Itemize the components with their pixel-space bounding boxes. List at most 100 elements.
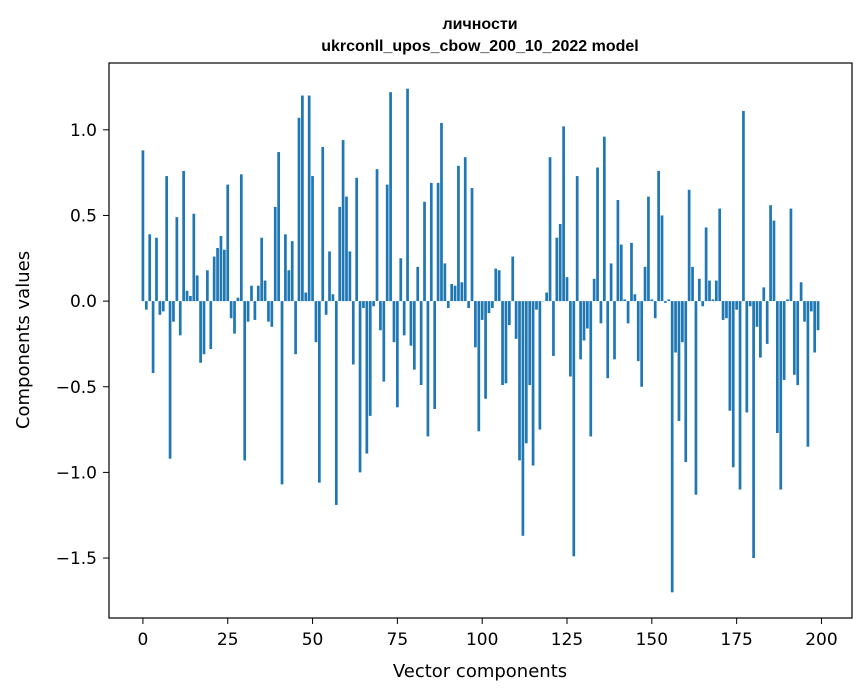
bar-171 — [721, 301, 725, 320]
bar-95 — [463, 157, 467, 302]
bar-13 — [185, 290, 189, 302]
bar-99 — [477, 301, 481, 432]
bar-64 — [358, 301, 362, 473]
y-tick-label: 0.0 — [70, 292, 97, 312]
bar-77 — [402, 301, 406, 336]
bar-58 — [338, 206, 342, 302]
bar-23 — [219, 236, 223, 302]
bar-127 — [572, 301, 576, 557]
bar-10 — [175, 217, 179, 302]
chart-subtitle: ukrconll_upos_cbow_200_10_2022 model — [321, 38, 638, 55]
bar-185 — [769, 205, 772, 302]
bar-115 — [531, 301, 535, 466]
bar-26 — [229, 301, 233, 319]
bar-39 — [273, 206, 277, 302]
bar-136 — [602, 136, 606, 302]
bar-164 — [697, 278, 701, 302]
bar-135 — [599, 301, 603, 324]
bar-192 — [792, 301, 796, 375]
bar-56 — [331, 294, 335, 302]
bar-152 — [657, 170, 660, 302]
bar-161 — [687, 189, 691, 302]
bar-43 — [287, 270, 291, 302]
x-tick-label: 175 — [720, 630, 752, 650]
bar-72 — [385, 184, 389, 302]
bar-155 — [667, 299, 671, 302]
bar-147 — [640, 301, 644, 387]
bar-159 — [681, 301, 684, 343]
bar-199 — [816, 301, 820, 331]
bar-22 — [216, 248, 219, 302]
bar-65 — [362, 301, 365, 308]
bar-51 — [314, 301, 318, 343]
bar-180 — [752, 301, 755, 559]
bar-24 — [222, 249, 226, 302]
bar-146 — [636, 301, 640, 362]
bar-144 — [630, 242, 633, 302]
bar-5 — [158, 301, 162, 315]
bar-41 — [280, 301, 284, 485]
x-tick-label: 125 — [551, 630, 583, 650]
bar-6 — [161, 301, 165, 312]
bar-100 — [480, 301, 484, 320]
bar-113 — [524, 301, 528, 444]
bar-120 — [548, 157, 552, 302]
bar-112 — [521, 301, 525, 536]
y-axis: −1.5 −1.0 −0.5 0.0 0.5 1.0 — [56, 121, 109, 569]
bar-198 — [813, 301, 817, 353]
bar-170 — [718, 208, 722, 302]
y-tick-label: −0.5 — [56, 378, 97, 398]
bar-54 — [324, 301, 328, 315]
bar-151 — [653, 301, 657, 319]
x-tick-label: 100 — [466, 630, 498, 650]
bar-129 — [579, 301, 582, 360]
bar-84 — [426, 301, 430, 437]
bar-110 — [514, 301, 518, 339]
y-tick-label: −1.0 — [56, 463, 97, 483]
bar-1 — [144, 301, 148, 310]
bar-35 — [260, 237, 264, 302]
bar-44 — [290, 241, 294, 302]
bar-18 — [202, 301, 206, 355]
bar-96 — [467, 301, 470, 308]
bar-94 — [460, 282, 464, 302]
bar-193 — [796, 301, 800, 386]
bar-102 — [487, 301, 491, 314]
bar-172 — [725, 301, 728, 319]
bar-175 — [735, 301, 738, 310]
bar-174 — [731, 301, 735, 468]
bar-126 — [569, 301, 572, 377]
bar-62 — [351, 301, 355, 365]
bar-37 — [267, 301, 270, 322]
bar-176 — [738, 301, 742, 490]
bar-187 — [776, 301, 779, 433]
bar-154 — [664, 301, 667, 303]
bar-48 — [304, 292, 308, 302]
bar-114 — [528, 301, 532, 386]
y-tick-label: −1.5 — [56, 549, 97, 569]
bar-17 — [199, 301, 202, 363]
bar-88 — [440, 122, 443, 302]
bar-49 — [307, 95, 311, 302]
bar-90 — [446, 301, 450, 308]
bar-148 — [643, 266, 647, 302]
bar-68 — [372, 301, 375, 307]
bar-14 — [189, 295, 192, 302]
bar-92 — [453, 285, 457, 302]
bar-184 — [765, 301, 769, 344]
bar-179 — [748, 301, 752, 307]
bar-67 — [368, 301, 372, 416]
bar-134 — [596, 167, 599, 302]
y-tick-label: 1.0 — [70, 121, 97, 141]
bar-33 — [253, 301, 257, 320]
bar-138 — [609, 263, 613, 302]
bar-150 — [650, 299, 654, 302]
bar-168 — [711, 299, 715, 302]
bar-119 — [545, 292, 549, 302]
bar-160 — [684, 301, 688, 463]
bar-195 — [803, 301, 806, 322]
bar-177 — [742, 110, 745, 302]
bar-78 — [406, 88, 409, 302]
bar-142 — [623, 299, 627, 302]
bar-32 — [250, 285, 253, 302]
